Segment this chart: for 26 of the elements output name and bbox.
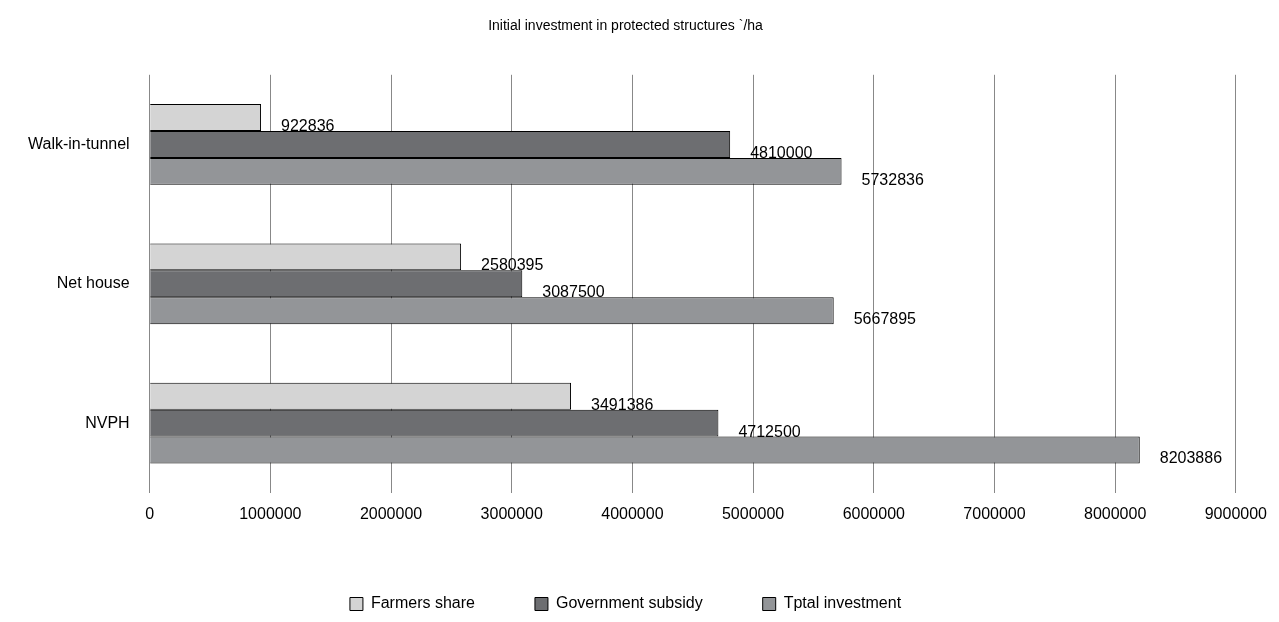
legend-label: Farmers share [370,594,476,612]
x-tick-label: 9000000 [1204,504,1268,522]
x-tick-label: 7000000 [963,504,1026,522]
y-tick-label: Net house [56,274,130,292]
data-label: 5732836 [861,170,924,188]
x-tick-label: 8000000 [1084,504,1147,522]
data-label: 3491386 [591,395,654,413]
data-label: 3087500 [542,283,605,301]
data-label: 4810000 [750,143,813,161]
legend-label: Tptal investment [783,594,902,612]
y-tick-label: NVPH [85,413,130,431]
data-label: 5667895 [853,310,917,328]
x-tick-label: 1000000 [239,504,302,522]
y-tick-label: Walk-in-tunnel [27,134,130,152]
data-label: 4712500 [738,422,801,440]
data-label: 922836 [281,116,335,134]
data-label: 2580395 [481,256,544,274]
x-tick-label: 4000000 [601,504,664,522]
x-tick-label: 3000000 [480,504,543,522]
x-tick-label: 2000000 [359,504,423,522]
legend-label: Government subsidy [555,594,703,612]
x-tick-label: 6000000 [842,504,906,522]
data-label: 8203886 [1159,449,1223,467]
chart-title: Initial investment in protected structures `/ha [488,17,764,34]
x-tick-label: 0 [145,504,155,522]
x-tick-label: 5000000 [721,504,785,522]
